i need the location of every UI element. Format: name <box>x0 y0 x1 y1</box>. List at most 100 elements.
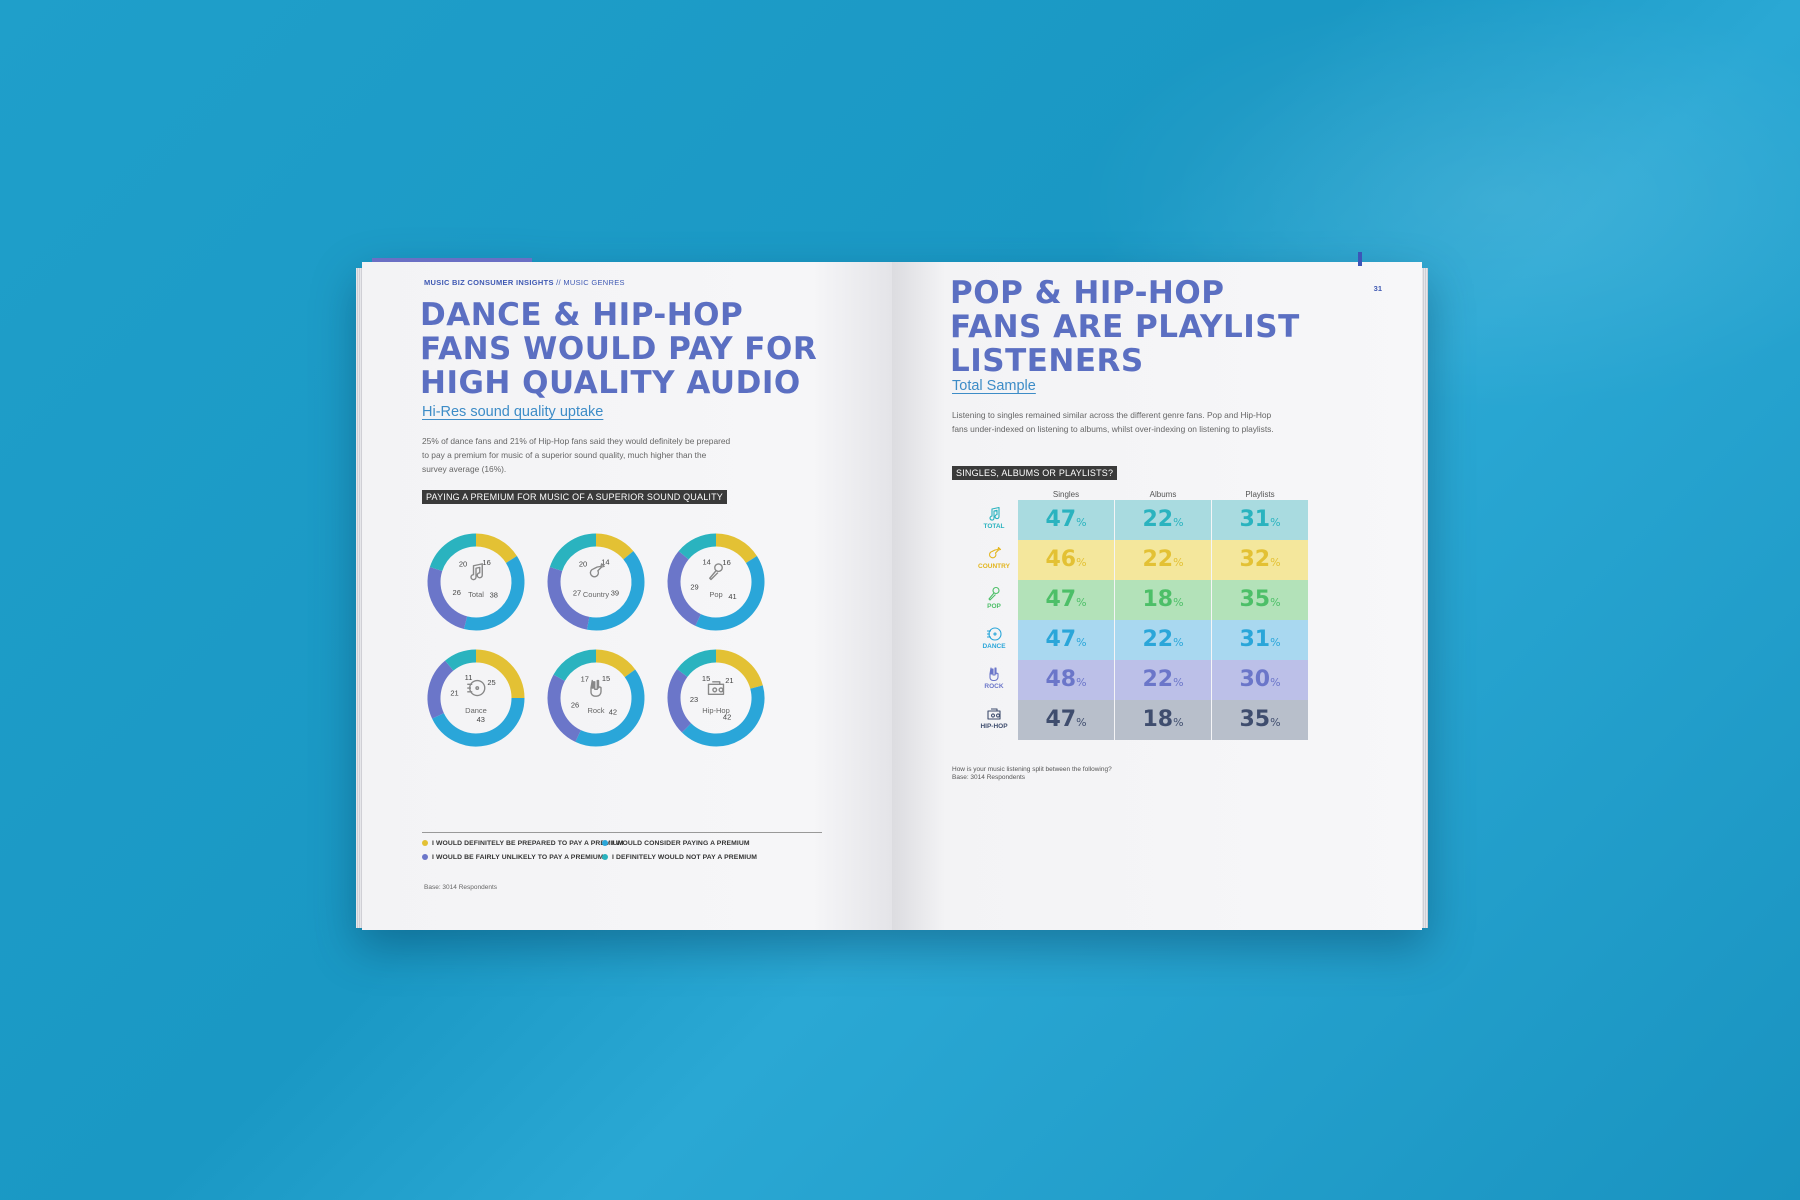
cell-value: 22 <box>1142 507 1174 532</box>
cell-unit: % <box>1076 716 1087 729</box>
donut-slice <box>678 533 717 560</box>
table-cell-albums: 22% <box>1115 540 1211 580</box>
legend-item-would-not: I DEFINITELY WOULD NOT PAY A PREMIUM <box>602 854 757 861</box>
cell-unit: % <box>1270 516 1281 529</box>
donut-value-label: 39 <box>611 589 619 598</box>
cell-unit: % <box>1076 556 1087 569</box>
rock-hand-icon <box>989 667 999 682</box>
boombox-icon <box>987 708 1001 720</box>
subhead-right: Total Sample <box>952 378 1036 394</box>
donut-value-label: 15 <box>702 674 710 683</box>
cell-value: 18 <box>1142 587 1174 612</box>
table-cell-playlists: 35% <box>1212 700 1308 740</box>
donut-slice <box>475 533 517 564</box>
open-magazine: MUSIC BIZ CONSUMER INSIGHTS // MUSIC GEN… <box>356 252 1428 930</box>
running-head: MUSIC BIZ CONSUMER INSIGHTS // MUSIC GEN… <box>424 278 625 287</box>
donut-value-label: 27 <box>573 589 581 598</box>
cell-unit: % <box>1173 636 1184 649</box>
table-cell-albums: 22% <box>1115 620 1211 660</box>
table-cell-playlists: 32% <box>1212 540 1308 580</box>
table-cell-playlists: 31% <box>1212 620 1308 660</box>
table-row: 47% 18% 35% <box>1018 580 1308 620</box>
donut-value-label: 26 <box>571 700 579 709</box>
table-cell-singles: 47% <box>1018 700 1114 740</box>
cell-unit: % <box>1173 556 1184 569</box>
cell-value: 31 <box>1239 627 1271 652</box>
donut-rock: 15 42 26 17 Rock <box>542 644 650 752</box>
cell-value: 22 <box>1142 547 1174 572</box>
donut-value-label: 26 <box>453 588 461 597</box>
cell-value: 47 <box>1045 707 1077 732</box>
donut-slice <box>445 649 477 671</box>
donut-value-label: 38 <box>490 590 498 599</box>
legend-item-definitely: I WOULD DEFINITELY BE PREPARED TO PAY A … <box>422 840 624 847</box>
donut-category-label: Hip-Hop <box>702 706 730 715</box>
donut-value-label: 29 <box>690 582 698 591</box>
donut-slice <box>681 685 765 747</box>
donut-slice <box>463 556 525 631</box>
donut-pop: 16 41 29 14 Pop <box>662 528 770 636</box>
cell-value: 46 <box>1045 547 1077 572</box>
donut-slice <box>427 567 468 629</box>
donut-dance: 25 43 21 11 Dance <box>422 644 530 752</box>
table-row: 47% 18% 35% <box>1018 700 1308 740</box>
donut-value-label: 14 <box>601 558 609 567</box>
turntable-icon <box>467 679 486 697</box>
row-label: POP <box>987 603 1001 610</box>
cell-value: 35 <box>1239 587 1271 612</box>
music-note-icon <box>989 506 1000 521</box>
cell-unit: % <box>1076 676 1087 689</box>
table-row: 47% 22% 31% <box>1018 500 1308 540</box>
table-cell-playlists: 31% <box>1212 500 1308 540</box>
base-note: Base: 3014 Respondents <box>424 884 497 891</box>
guitar-icon <box>589 563 605 578</box>
cell-value: 48 <box>1045 667 1077 692</box>
cell-unit: % <box>1076 596 1087 609</box>
donut-value-label: 23 <box>690 695 698 704</box>
cell-unit: % <box>1173 516 1184 529</box>
cell-value: 30 <box>1239 667 1271 692</box>
table-label: SINGLES, ALBUMS OR PLAYLISTS? <box>952 466 1118 480</box>
donut-value-label: 15 <box>602 674 610 683</box>
table-cell-singles: 48% <box>1018 660 1114 700</box>
table-cell-singles: 47% <box>1018 620 1114 660</box>
donut-category-label: Total <box>468 590 484 599</box>
microphone-icon <box>988 586 1000 601</box>
donut-value-label: 25 <box>487 678 495 687</box>
donut-value-label: 41 <box>728 592 736 601</box>
intro-text-right: Listening to singles remained similar ac… <box>952 410 1274 434</box>
donut-slice <box>553 649 597 682</box>
donut-value-label: 16 <box>482 558 490 567</box>
donut-value-label: 11 <box>465 673 473 682</box>
row-header-rock: ROCK <box>974 666 1014 690</box>
subhead: Hi-Res sound quality uptake <box>422 404 604 420</box>
table-row: 48% 22% 30% <box>1018 660 1308 700</box>
donut-category-label: Pop <box>709 590 722 599</box>
cell-value: 47 <box>1045 587 1077 612</box>
donut-value-label: 14 <box>702 558 710 567</box>
cell-value: 32 <box>1239 547 1271 572</box>
microphone-icon <box>709 563 723 581</box>
legend-item-unlikely: I WOULD BE FAIRLY UNLIKELY TO PAY A PREM… <box>422 854 604 861</box>
donut-slice <box>549 533 597 572</box>
row-header-total: TOTAL <box>974 506 1014 530</box>
row-header-pop: POP <box>974 586 1014 610</box>
cell-value: 47 <box>1045 507 1077 532</box>
cell-unit: % <box>1270 596 1281 609</box>
table-cell-albums: 22% <box>1115 500 1211 540</box>
donut-hip-hop: 21 42 23 15 Hip-Hop <box>662 644 770 752</box>
donut-slice <box>427 660 454 719</box>
donut-category-label: Country <box>583 590 610 599</box>
donut-slice <box>667 551 702 626</box>
donut-slice <box>429 533 477 572</box>
col-head-albums: Albums <box>1149 490 1177 499</box>
donut-value-label: 43 <box>477 715 485 724</box>
donut-total: 16 38 26 20 Total <box>422 528 530 636</box>
table-cell-singles: 46% <box>1018 540 1114 580</box>
rock-hand-icon <box>590 679 602 697</box>
table-cell-albums: 18% <box>1115 700 1211 740</box>
donut-slice <box>715 533 757 564</box>
donut-value-label: 42 <box>609 708 617 717</box>
donut-value-label: 20 <box>579 560 587 569</box>
page-number: 31 <box>1373 284 1382 293</box>
